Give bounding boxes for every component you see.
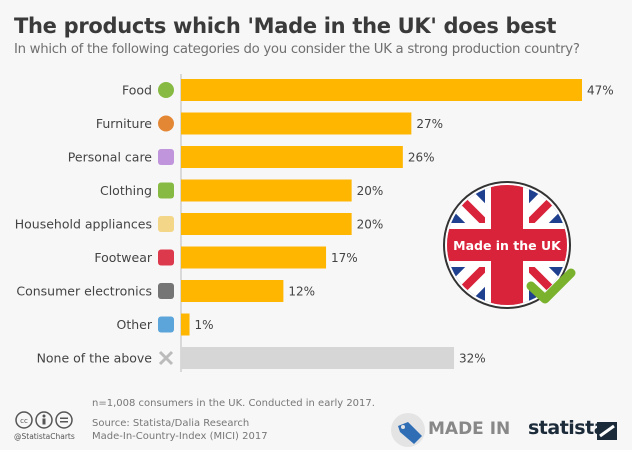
bar [181,79,582,101]
lotion-bottle-icon [158,149,174,165]
value-label: 26% [408,151,435,165]
check-icon [526,268,576,304]
category-label: Clothing [100,183,152,198]
svg-text:cc: cc [20,417,28,425]
bar [181,280,284,302]
bar [181,213,352,235]
creative-commons-icons: cc [15,411,73,429]
high-heel-icon [158,249,174,266]
apple-icon [158,82,174,98]
value-label: 12% [288,285,315,299]
badge-text: Made in the UK [453,238,562,253]
bar-chart: Food 47% Furniture 27% Personal care 26% Cloth… [15,74,614,372]
bar [181,246,327,269]
bar [181,112,412,135]
made-in-logo: MADE IN [428,419,511,439]
statista-logo-mark [597,422,617,440]
tv-icon [158,283,174,299]
statista-logo: statista [528,417,607,439]
category-label: Other [117,317,153,332]
sample-note: n=1,008 consumers in the UK. Conducted i… [92,398,375,409]
category-label: Food [122,83,152,98]
bar [181,313,190,336]
category-label: Furniture [96,116,152,131]
chart-subtitle: In which of the following categories do … [14,42,580,57]
value-label: 47% [587,84,614,98]
category-label: Household appliances [15,217,152,232]
shopping-bag-icon [158,316,174,333]
bar [181,347,455,369]
statista-handle: @StatistaCharts [14,432,75,441]
value-label: 32% [459,352,486,366]
mixer-icon [158,216,174,232]
value-label: 17% [331,251,358,265]
cross-icon [158,350,174,366]
bar [181,179,352,202]
category-label: Consumer electronics [16,284,152,299]
made-in-uk-badge: Made in the UK [443,181,576,309]
category-label: Personal care [68,150,153,165]
armchair-icon [158,115,174,132]
category-label: None of the above [37,351,153,366]
bar [181,146,403,168]
category-label: Footwear [94,250,153,265]
value-label: 20% [357,218,384,232]
value-label: 20% [357,184,384,198]
chart-title: The products which 'Made in the UK' does… [14,14,557,38]
source-line-1: Source: Statista/Dalia Research [92,418,250,429]
price-tag-icon [391,413,425,447]
jacket-icon [158,182,174,199]
value-label: 27% [416,117,443,131]
source-line-2: Made-In-Country-Index (MICI) 2017 [92,431,268,442]
value-label: 1% [195,318,214,332]
